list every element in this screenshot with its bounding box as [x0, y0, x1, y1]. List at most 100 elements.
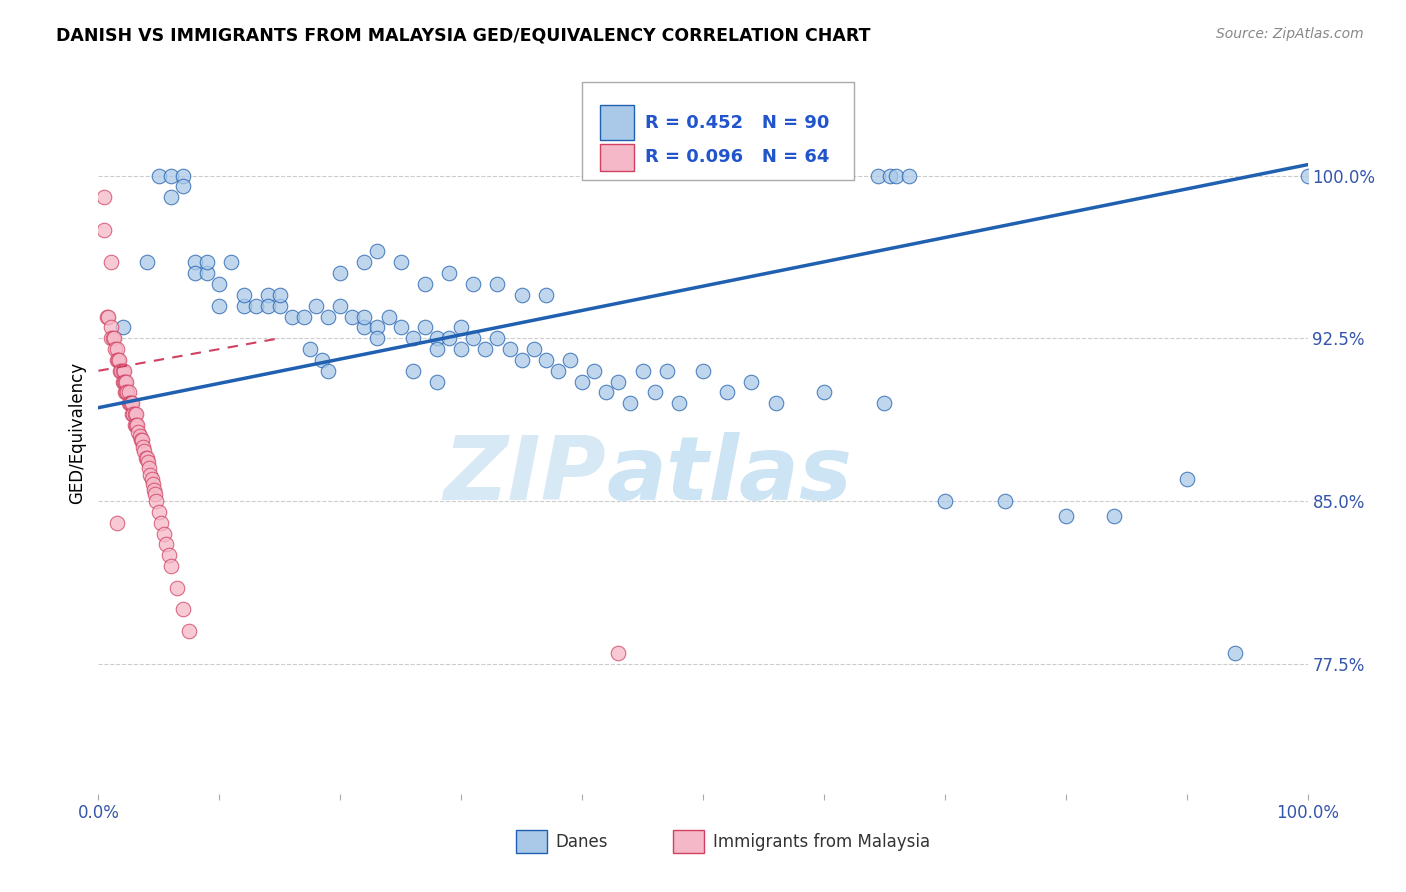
Point — [329, 299, 352, 313]
Point — [112, 375, 135, 389]
Point — [655, 364, 678, 378]
Point — [129, 434, 152, 448]
Point — [426, 342, 449, 356]
Point — [534, 288, 557, 302]
Point — [117, 385, 139, 400]
Point — [139, 467, 162, 482]
Point — [135, 450, 157, 465]
Point — [127, 417, 149, 432]
Point — [107, 353, 129, 368]
Text: ZIP: ZIP — [443, 433, 606, 519]
Point — [110, 364, 132, 378]
Point — [142, 476, 165, 491]
Point — [873, 396, 896, 410]
Point — [121, 396, 143, 410]
Point — [118, 396, 141, 410]
Point — [292, 310, 315, 324]
Point — [366, 320, 388, 334]
Point — [100, 320, 122, 334]
Point — [463, 277, 485, 291]
Point — [765, 396, 787, 410]
Point — [114, 385, 136, 400]
Point — [486, 277, 509, 291]
Point — [136, 455, 159, 469]
Point — [740, 375, 762, 389]
Point — [104, 342, 127, 356]
Point — [1054, 509, 1077, 524]
Point — [125, 417, 148, 432]
Point — [299, 342, 322, 356]
Point — [111, 364, 134, 378]
Point — [127, 425, 149, 439]
Point — [353, 255, 375, 269]
Point — [256, 288, 278, 302]
Point — [1102, 509, 1125, 524]
Point — [208, 277, 231, 291]
Point — [160, 169, 183, 183]
Point — [179, 624, 201, 639]
Point — [558, 353, 581, 368]
Point — [93, 190, 115, 204]
Point — [269, 299, 291, 313]
Point — [413, 320, 436, 334]
Point — [131, 434, 153, 448]
Point — [692, 364, 714, 378]
Point — [897, 169, 920, 183]
Point — [100, 255, 122, 269]
Point — [172, 602, 194, 616]
Point — [152, 526, 174, 541]
Point — [128, 429, 150, 443]
Point — [571, 375, 593, 389]
Point — [145, 494, 167, 508]
Point — [132, 440, 155, 454]
Point — [155, 537, 177, 551]
Point — [389, 255, 412, 269]
Point — [389, 320, 412, 334]
Point — [426, 331, 449, 345]
Point — [619, 396, 641, 410]
Point — [150, 516, 173, 530]
Point — [101, 331, 124, 345]
Text: DANISH VS IMMIGRANTS FROM MALAYSIA GED/EQUIVALENCY CORRELATION CHART: DANISH VS IMMIGRANTS FROM MALAYSIA GED/E… — [56, 27, 870, 45]
Point — [311, 353, 333, 368]
Point — [138, 461, 160, 475]
Point — [97, 310, 120, 324]
Point — [143, 483, 166, 497]
Text: R = 0.096   N = 64: R = 0.096 N = 64 — [645, 148, 830, 166]
Point — [124, 417, 146, 432]
Point — [148, 505, 170, 519]
Point — [868, 169, 890, 183]
Point — [402, 364, 425, 378]
FancyBboxPatch shape — [600, 105, 634, 140]
Text: atlas: atlas — [606, 433, 852, 519]
Point — [148, 169, 170, 183]
Point — [1296, 169, 1319, 183]
Point — [402, 331, 425, 345]
Point — [1175, 472, 1198, 486]
Point — [122, 407, 145, 421]
Point — [118, 396, 141, 410]
Text: Immigrants from Malaysia: Immigrants from Malaysia — [713, 832, 929, 851]
Point — [583, 364, 606, 378]
Point — [135, 450, 157, 465]
Point — [547, 364, 569, 378]
Point — [124, 407, 146, 421]
Point — [100, 331, 122, 345]
Point — [510, 353, 533, 368]
Point — [498, 342, 520, 356]
Point — [134, 444, 156, 458]
Point — [934, 494, 956, 508]
Point — [125, 407, 148, 421]
Point — [118, 385, 141, 400]
Point — [474, 342, 496, 356]
Point — [413, 277, 436, 291]
Point — [111, 375, 134, 389]
FancyBboxPatch shape — [672, 830, 704, 853]
Point — [221, 255, 243, 269]
Point — [103, 331, 125, 345]
Point — [437, 331, 460, 345]
Point — [195, 255, 218, 269]
Point — [108, 353, 131, 368]
FancyBboxPatch shape — [582, 82, 855, 180]
Point — [607, 646, 630, 660]
